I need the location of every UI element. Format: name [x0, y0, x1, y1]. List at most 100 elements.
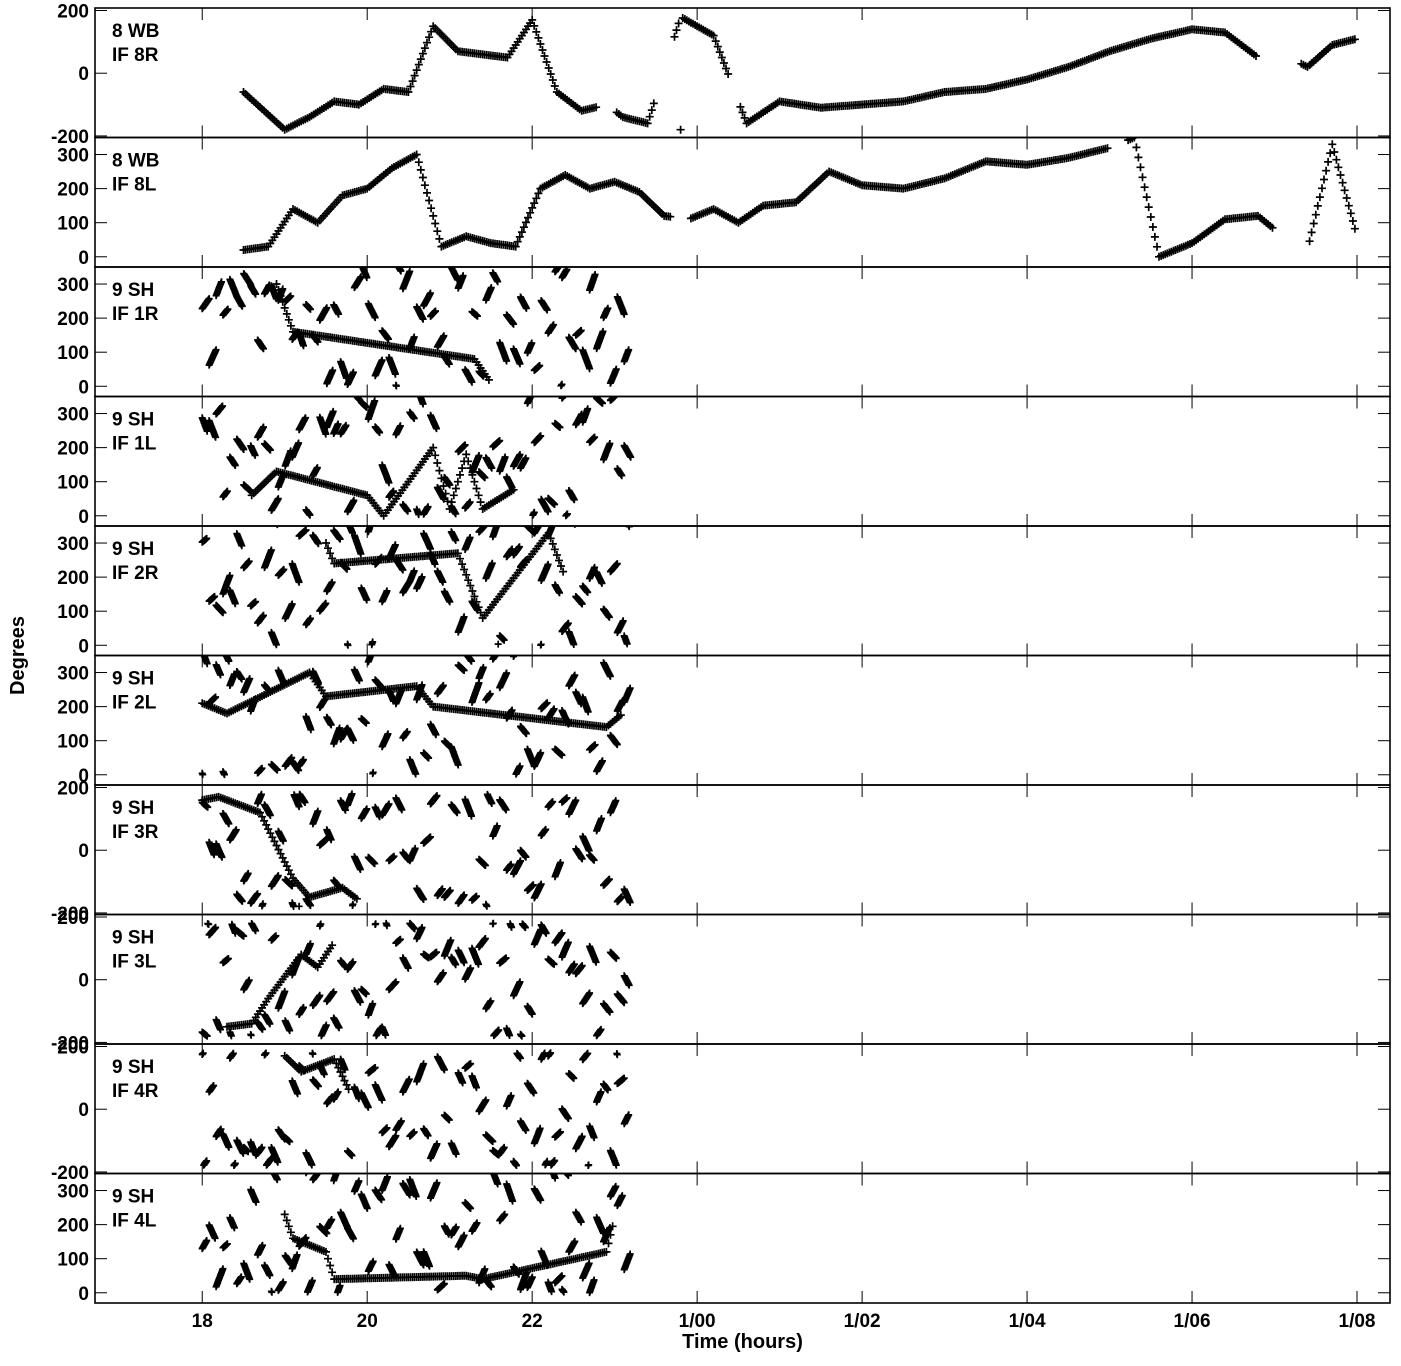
data-point [624, 519, 631, 526]
data-point [1306, 237, 1314, 245]
data-point [1137, 163, 1145, 171]
y-tick-label: 200 [57, 698, 89, 719]
data-point [1345, 202, 1353, 210]
data-point [1314, 202, 1322, 210]
data-point [477, 498, 485, 506]
y-tick-label: 100 [57, 732, 89, 753]
data-point [1151, 233, 1159, 241]
data-point [462, 450, 470, 458]
data-point [307, 390, 314, 397]
data-point [417, 166, 425, 174]
data-point [435, 467, 443, 475]
panel-label-line1: 9 SH [112, 280, 154, 301]
y-tick-label: 100 [57, 602, 89, 623]
data-point [1308, 228, 1316, 236]
data-point [538, 641, 545, 648]
data-point [1343, 194, 1351, 202]
data-point [1347, 209, 1355, 217]
y-tick-label: 200 [57, 439, 89, 460]
data-point [1326, 149, 1334, 157]
y-tick-label: 0 [78, 841, 89, 862]
panel-label-line2: IF 8L [112, 175, 157, 196]
data-point [433, 459, 441, 467]
data-point [419, 174, 427, 182]
y-tick-label: 200 [57, 568, 89, 589]
data-point [423, 189, 431, 197]
panel-marks [240, 134, 1359, 261]
data-point [677, 126, 685, 134]
panel-marks [199, 260, 633, 389]
panel-3: 0 100 200 300 9 SH IF 1R [57, 260, 1390, 398]
data-point [1139, 173, 1147, 181]
y-tick-label: 300 [57, 275, 89, 296]
y-tick-label: 0 [78, 377, 89, 398]
data-point [435, 235, 443, 243]
panel-label-line2: IF 1R [112, 304, 159, 325]
panel-label-line2: IF 1L [112, 434, 157, 455]
y-tick-label: 100 [57, 343, 89, 364]
y-tick-label: 200 [57, 180, 89, 201]
data-point [274, 521, 281, 528]
data-point [427, 204, 435, 212]
data-point [1132, 143, 1140, 151]
y-tick-label: 300 [57, 405, 89, 426]
data-point [1312, 211, 1320, 219]
data-point [1310, 220, 1318, 228]
y-tick-label: 0 [78, 248, 89, 269]
y-tick-label: 200 [57, 779, 89, 800]
panel-marks [240, 14, 1359, 134]
data-point [1349, 217, 1357, 225]
panel-label-line1: 8 WB [112, 151, 160, 172]
data-point [1318, 184, 1326, 192]
panel-label-line1: 9 SH [112, 798, 154, 819]
data-point [433, 227, 441, 235]
data-point [1337, 171, 1345, 179]
data-point [1328, 140, 1336, 148]
data-point [421, 181, 429, 189]
data-point [1334, 163, 1342, 171]
data-point [495, 641, 502, 648]
y-tick-label: 300 [57, 664, 89, 685]
data-point [1141, 183, 1149, 191]
panel-frame [95, 138, 1390, 268]
data-point [393, 383, 400, 390]
panel-label-line2: IF 2R [112, 563, 159, 584]
panel-label-line2: IF 8R [112, 45, 159, 66]
data-point [1324, 158, 1332, 166]
data-point [416, 390, 423, 397]
data-point [370, 769, 377, 776]
panel-label-line2: IF 2L [112, 693, 157, 714]
data-point [429, 212, 437, 220]
data-point [1332, 156, 1340, 164]
data-point [1153, 243, 1161, 251]
y-tick-label: 0 [78, 64, 89, 85]
data-point [1147, 213, 1155, 221]
data-point [369, 649, 376, 656]
data-point [425, 197, 433, 205]
data-point [1316, 193, 1324, 201]
panel-label-line1: 9 SH [112, 539, 154, 560]
y-tick-label: 200 [57, 309, 89, 330]
panel-marks [198, 649, 634, 779]
data-point [1322, 167, 1330, 175]
data-point [464, 457, 472, 465]
data-point [345, 642, 352, 649]
data-point [1320, 176, 1328, 184]
panel-label-line2: IF 3R [112, 822, 159, 843]
data-point [1351, 225, 1359, 233]
panel-marks [198, 790, 634, 910]
data-point [1330, 148, 1338, 156]
panel-label-line1: 8 WB [112, 21, 160, 42]
data-point [559, 381, 566, 388]
data-point [1339, 179, 1347, 187]
data-point [415, 158, 423, 166]
y-tick-label: 0 [78, 636, 89, 657]
data-point [1134, 153, 1142, 161]
